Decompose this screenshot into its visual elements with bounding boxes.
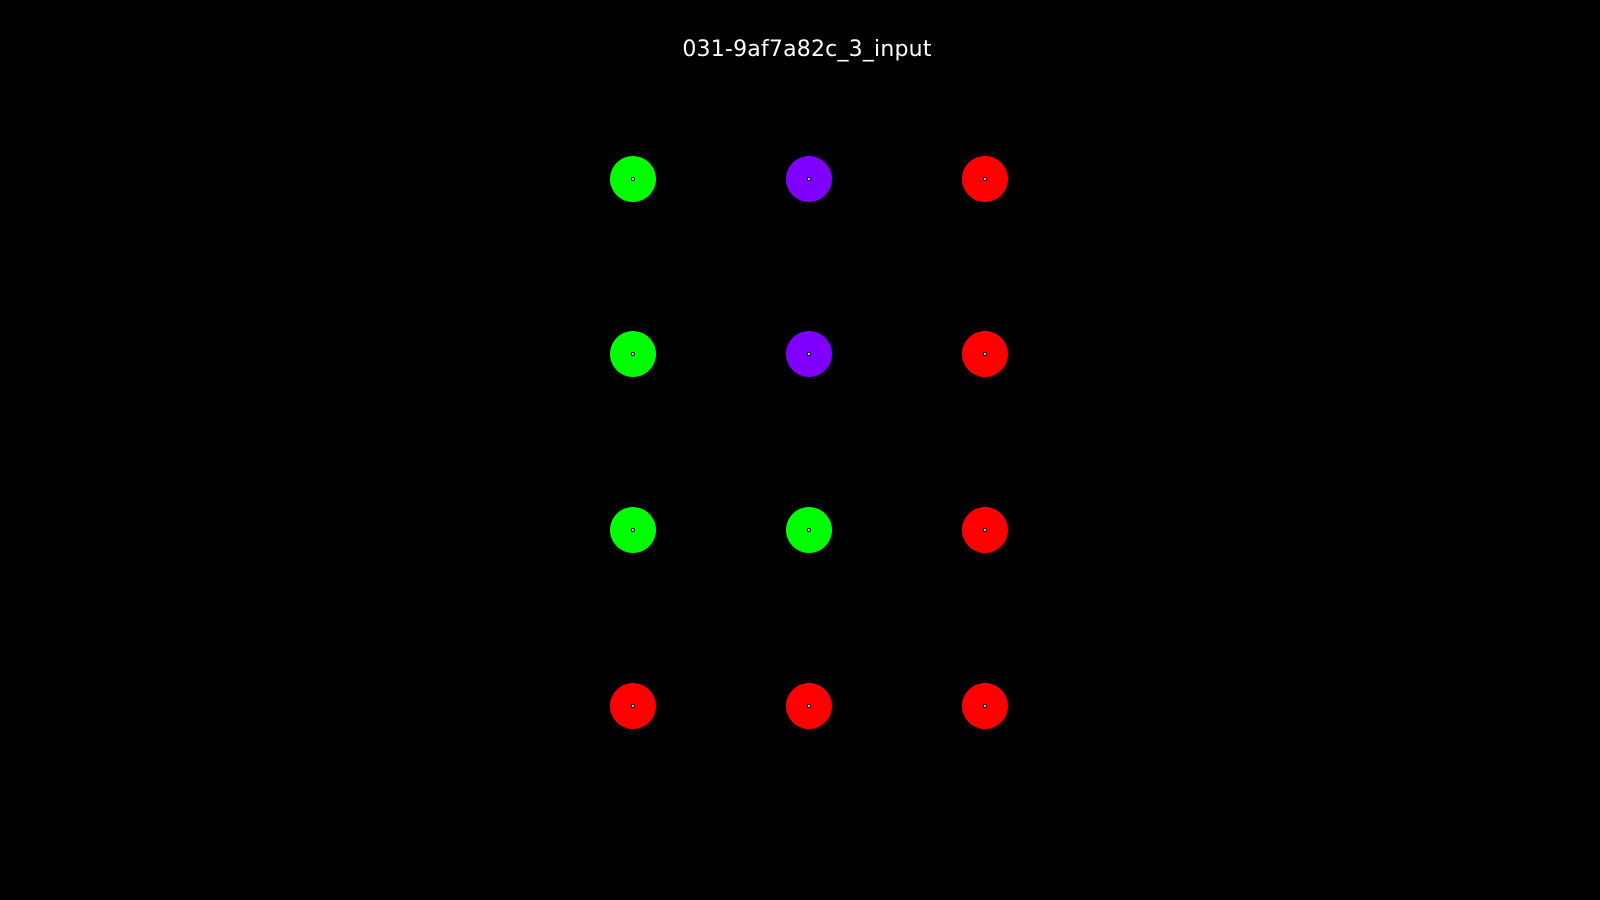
dot-center-marker [631,528,635,532]
dot-center-marker [983,704,987,708]
dot-red-r4-c3 [962,683,1008,729]
dot-green-r2-c1 [610,331,656,377]
dot-center-marker [631,352,635,356]
dot-green-r1-c1 [610,156,656,202]
dot-red-r4-c2 [786,683,832,729]
dot-center-marker [983,528,987,532]
page-title: 031-9af7a82c_3_input [682,37,932,62]
dot-red-r4-c1 [610,683,656,729]
dot-center-marker [807,704,811,708]
dot-center-marker [631,704,635,708]
dot-center-marker [983,177,987,181]
dot-center-marker [807,352,811,356]
dot-red-r1-c3 [962,156,1008,202]
dot-red-r3-c3 [962,507,1008,553]
dot-center-marker [807,177,811,181]
dot-center-marker [983,352,987,356]
dot-red-r2-c3 [962,331,1008,377]
dot-green-r3-c2 [786,507,832,553]
dot-green-r3-c1 [610,507,656,553]
dot-purple-r2-c2 [786,331,832,377]
dot-center-marker [807,528,811,532]
dot-center-marker [631,177,635,181]
dot-purple-r1-c2 [786,156,832,202]
